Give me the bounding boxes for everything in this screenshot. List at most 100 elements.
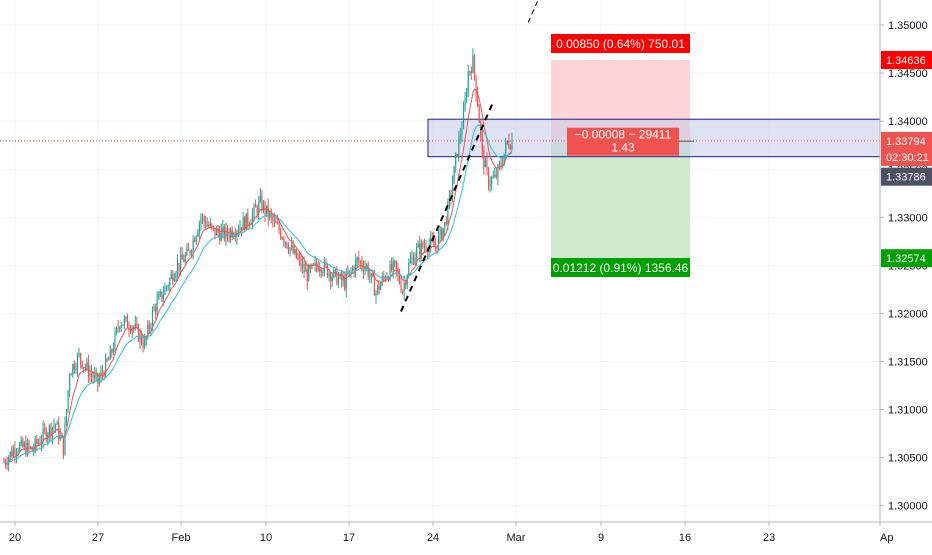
candle-body [40, 441, 43, 444]
candle-body [50, 425, 52, 436]
candle [445, 216, 447, 226]
candle-body [409, 260, 411, 263]
candle [417, 240, 419, 248]
take-profit-area[interactable] [551, 141, 690, 259]
candle [326, 264, 329, 278]
candle [126, 313, 129, 329]
position-tool[interactable] [551, 59, 690, 259]
candle-body [495, 174, 497, 177]
candle-body [206, 225, 208, 227]
candle [358, 250, 360, 266]
drawings[interactable] [0, 0, 880, 312]
candle-body [412, 257, 415, 264]
candle-body [506, 140, 508, 143]
candle-body [186, 248, 188, 256]
candle-body [487, 168, 490, 187]
candle-body [284, 242, 286, 244]
candle-body [175, 273, 177, 279]
candle [386, 272, 388, 281]
candle-body [255, 205, 257, 208]
candle [115, 326, 118, 336]
candle-body [205, 221, 207, 227]
candle-body [153, 306, 155, 311]
entry-price-badge-bg [881, 167, 932, 186]
candle-body [9, 451, 11, 458]
candle-body [264, 203, 266, 214]
candle-body [267, 205, 269, 218]
candle [167, 283, 169, 292]
candle-body [17, 451, 19, 453]
candle-body [461, 128, 463, 136]
candle-body [353, 267, 355, 272]
candle [150, 322, 152, 337]
candle-body [494, 174, 496, 177]
candle-body [367, 265, 369, 277]
candle [319, 261, 321, 277]
candle-body [248, 223, 250, 225]
candle [459, 127, 461, 144]
candle-body [447, 201, 449, 224]
candle [162, 286, 165, 306]
candle [323, 256, 326, 277]
candle [192, 235, 194, 260]
candle [165, 285, 168, 292]
candle-body [94, 374, 96, 379]
candle [464, 91, 466, 112]
candle-body [259, 195, 261, 202]
candle-body [169, 278, 171, 286]
candle-body [462, 109, 465, 129]
x-tick-label: 9 [598, 532, 604, 544]
trend-line[interactable] [400, 101, 495, 312]
candle [237, 224, 240, 238]
candle [309, 263, 311, 274]
candle [19, 441, 21, 453]
candle-body [444, 221, 446, 229]
y-tick-label: 1.34000 [888, 116, 928, 128]
countdown-text: 02:30:21 [886, 152, 929, 164]
candle-body [328, 273, 330, 277]
candle-body [325, 261, 327, 266]
candle-body [148, 325, 150, 329]
candle-body [56, 422, 58, 425]
candle [492, 170, 494, 179]
candle-body [197, 232, 199, 237]
candle-body [295, 249, 297, 259]
candle-body [491, 177, 493, 184]
candle-body [361, 261, 363, 268]
candle-body [416, 247, 418, 258]
candle [495, 167, 497, 180]
candle-body [378, 285, 380, 290]
candle-body [280, 230, 282, 238]
candle-body [200, 217, 202, 224]
candle [98, 372, 100, 387]
candle [276, 214, 279, 225]
candle [498, 160, 501, 170]
candle [201, 213, 204, 225]
candle [280, 227, 282, 240]
candle [247, 208, 249, 230]
y-tick-label: 1.33000 [888, 212, 928, 224]
candle [198, 220, 200, 240]
candle [345, 267, 347, 298]
candle-body [395, 260, 397, 269]
candle [341, 269, 343, 288]
candle [297, 252, 299, 261]
candle-body [233, 236, 235, 238]
trend-line-extension[interactable] [527, 0, 585, 23]
candle [153, 303, 155, 312]
candle-body [4, 462, 7, 465]
candle-body [159, 291, 161, 295]
candle [262, 200, 265, 214]
x-tick-label: 20 [9, 532, 21, 544]
candle-body [314, 262, 316, 265]
candle [381, 272, 383, 286]
candle-body [62, 438, 64, 455]
candle [39, 436, 41, 445]
candle [194, 236, 196, 243]
candle-body [503, 153, 505, 165]
candle-body [133, 327, 135, 329]
candle [244, 216, 246, 233]
